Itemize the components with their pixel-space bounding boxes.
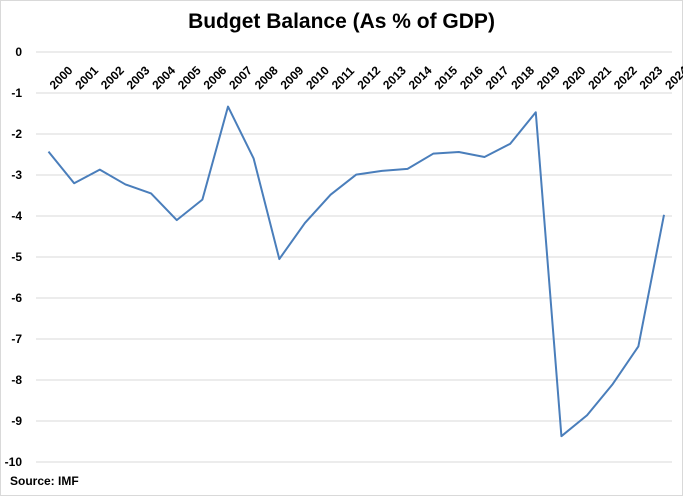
y-tick-label: 0	[15, 45, 22, 59]
x-tick-label: 2024	[662, 63, 683, 92]
x-tick-label: 2013	[380, 63, 409, 92]
y-tick-label: -2	[11, 127, 22, 141]
source-note: Source: IMF	[10, 474, 79, 488]
x-tick-label: 2004	[149, 63, 178, 92]
x-tick-label: 2007	[226, 63, 255, 92]
x-tick-label: 2021	[585, 63, 614, 92]
y-tick-label: -3	[11, 168, 22, 182]
x-tick-label: 2022	[611, 63, 640, 92]
y-tick-label: -10	[5, 455, 23, 469]
x-tick-label: 2008	[252, 63, 281, 92]
y-tick-label: -6	[11, 291, 22, 305]
x-tick-label: 2016	[457, 63, 486, 92]
chart-title: Budget Balance (As % of GDP)	[188, 10, 495, 33]
y-tick-label: -4	[11, 209, 22, 223]
x-tick-label: 2006	[201, 63, 230, 92]
x-tick-label: 2020	[560, 63, 589, 92]
x-tick-label: 2015	[431, 63, 460, 92]
x-tick-label: 2003	[124, 63, 153, 92]
x-tick-label: 2012	[354, 63, 383, 92]
x-tick-label: 2017	[483, 63, 512, 92]
x-tick-label: 2019	[534, 63, 563, 92]
y-tick-label: -7	[11, 332, 22, 346]
x-tick-label: 2023	[637, 63, 666, 92]
x-tick-label: 2001	[72, 63, 101, 92]
x-tick-label: 2002	[98, 63, 127, 92]
x-tick-label: 2009	[278, 63, 307, 92]
x-tick-label: 2018	[508, 63, 537, 92]
y-tick-label: -5	[11, 250, 22, 264]
y-tick-label: -1	[11, 86, 22, 100]
y-tick-label: -8	[11, 373, 22, 387]
x-tick-label: 2000	[47, 63, 76, 92]
x-tick-label: 2011	[329, 64, 358, 93]
x-tick-label: 2010	[303, 63, 332, 92]
series-line	[47, 105, 665, 438]
x-tick-label: 2014	[406, 63, 435, 92]
y-tick-label: -9	[11, 414, 22, 428]
x-tick-label: 2005	[175, 63, 204, 92]
